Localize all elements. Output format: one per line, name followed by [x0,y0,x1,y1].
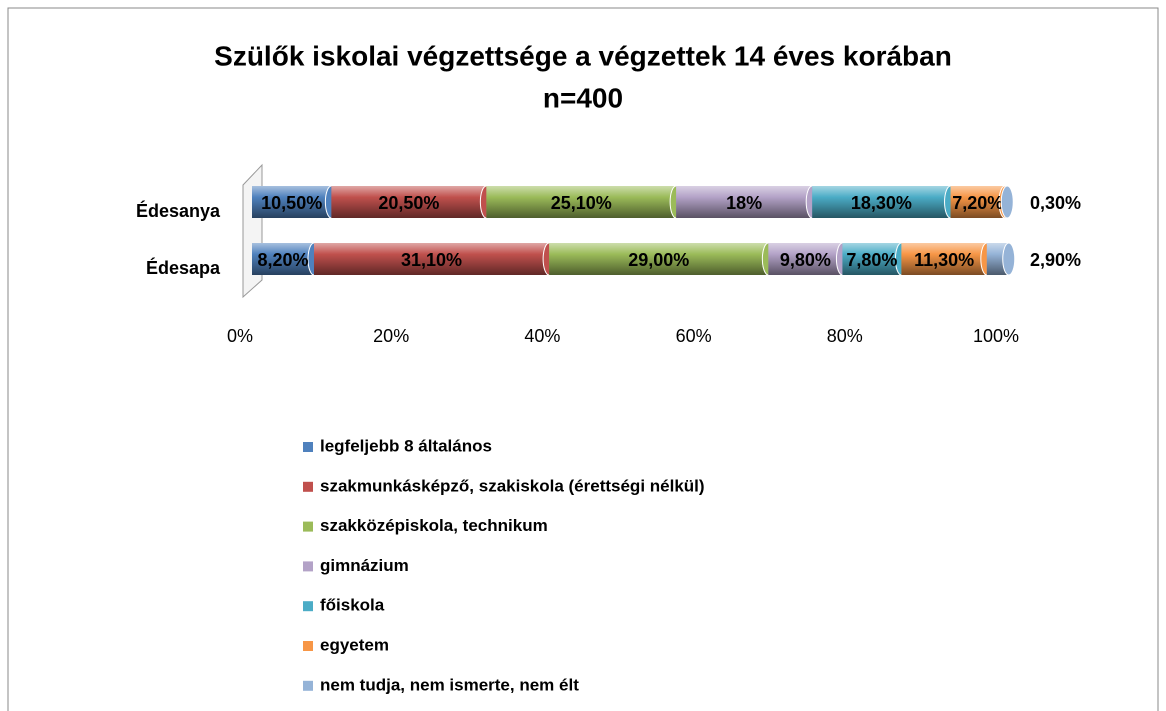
bar-segment [549,242,775,276]
category-label: Édesapa [146,257,221,278]
bar-segment [950,185,1012,219]
x-tick-label: 60% [676,326,712,346]
bar-segment [676,185,819,219]
bar-cap [1002,242,1016,276]
x-tick-label: 40% [524,326,560,346]
bar-segment [486,185,683,219]
bar-segment [986,242,1016,276]
legend-swatch [303,442,313,452]
bar-shade [901,243,987,275]
x-tick-label: 0% [227,326,253,346]
legend-label: nem tudja, nem ismerte, nem élt [320,675,579,694]
category-label: Édesanya [136,200,221,221]
legend-swatch [303,481,313,492]
bar-segment [1000,185,1014,219]
legend-swatch [303,521,313,532]
bar-shade [812,186,951,218]
data-label: 25,10% [551,193,612,213]
legend-label: egyetem [320,635,389,654]
legend-swatch [303,561,313,572]
back-wall [242,163,263,299]
data-label: 7,20% [952,193,1003,213]
bar-segment [252,242,321,276]
data-label: 7,80% [846,250,897,270]
bar-shade [676,186,813,218]
data-label: 18,30% [851,193,912,213]
legend-swatch [303,641,313,651]
bar-segment [331,185,493,219]
bar-shade [252,186,332,218]
data-label: 0,30% [1030,193,1081,213]
x-tick-label: 100% [973,326,1019,346]
legend-label: legfeljebb 8 általános [320,436,492,455]
legend-label: szakmunkásképző, szakiskola (érettségi n… [320,476,705,495]
data-label: 11,30% [914,250,974,270]
legend-label: gimnázium [320,556,409,575]
bar-segment [901,242,994,276]
bar-segment [768,242,849,276]
bar-shade [950,186,1005,218]
bar-shade [768,243,843,275]
legend-label: főiskola [320,596,385,615]
data-label: 8,20% [257,250,308,270]
data-label: 29,00% [628,250,689,270]
data-label: 20,50% [378,193,439,213]
chart-frame [7,7,1159,711]
data-label: 31,10% [401,250,462,270]
data-label: 10,50% [261,193,322,213]
bar-cap [1000,185,1014,219]
bar-shade [331,186,487,218]
bar-segment [252,185,338,219]
chart-subtitle: n=400 [543,82,623,113]
data-label: 2,90% [1030,250,1081,270]
bar-shade [842,243,902,275]
bar-segment [313,242,556,276]
bar-shade [486,186,677,218]
legend-swatch [303,680,313,691]
chart-title: Szülők iskolai végzettsége a végzettek 1… [214,40,952,71]
x-tick-label: 20% [373,326,409,346]
bar-shade [549,243,769,275]
bar-segment [812,185,958,219]
legend-swatch [303,601,313,612]
data-label: 9,80% [780,250,831,270]
bar-shade [313,243,550,275]
bar-shade [252,243,314,275]
x-tick-label: 80% [827,326,863,346]
data-label: 18% [726,193,762,213]
legend-label: szakközépiskola, technikum [320,516,548,535]
